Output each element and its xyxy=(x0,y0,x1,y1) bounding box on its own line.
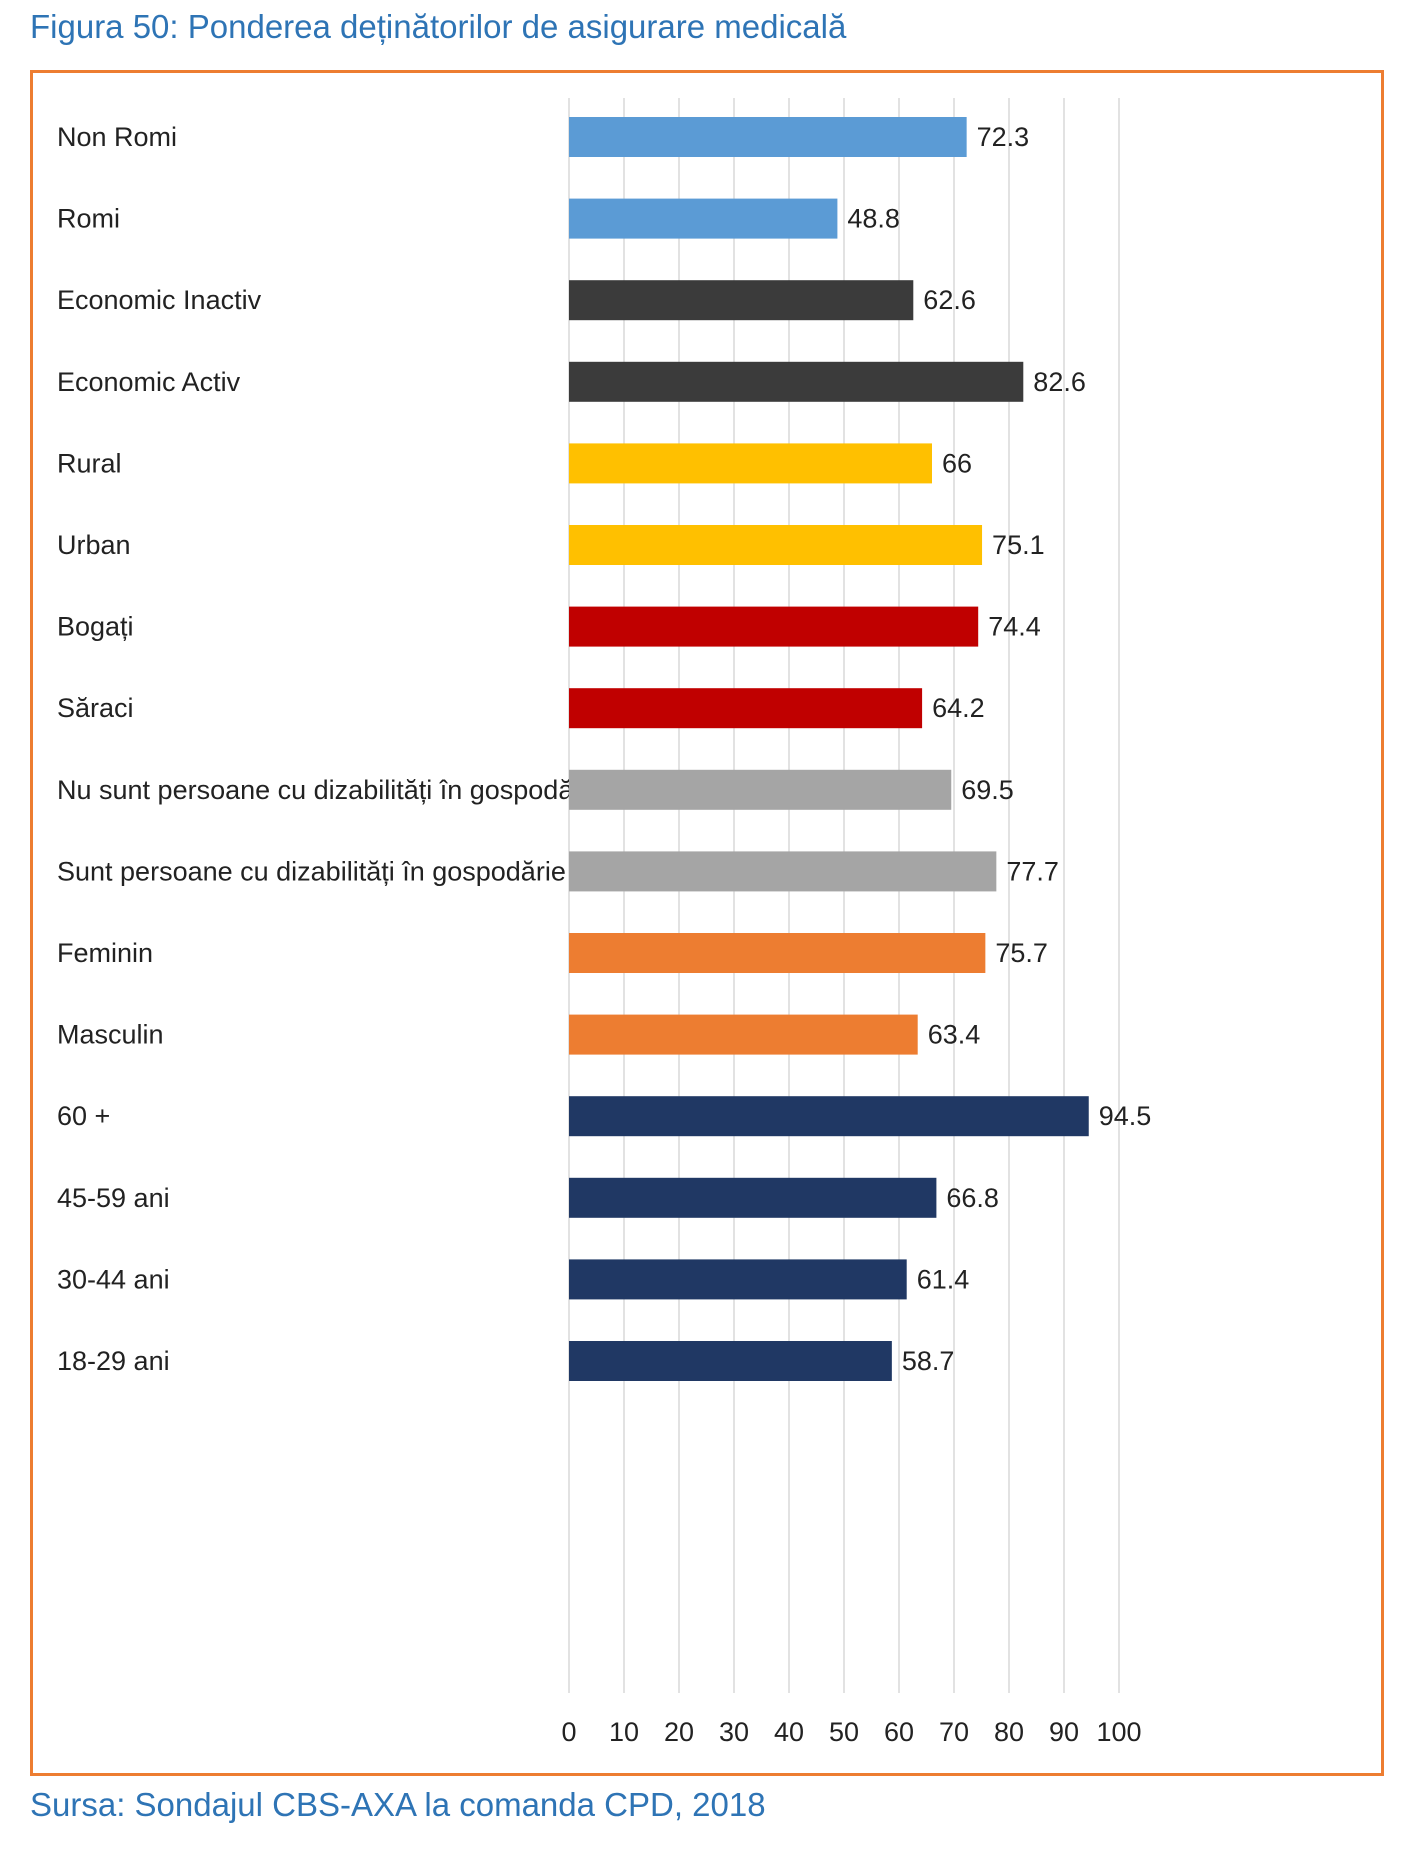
value-label: 72.3 xyxy=(977,122,1030,152)
category-label: 60 + xyxy=(57,1101,110,1131)
category-label: 18-29 ani xyxy=(57,1346,170,1376)
x-tick-label: 20 xyxy=(664,1717,694,1747)
source-note: Sursa: Sondajul CBS-AXA la comanda CPD, … xyxy=(30,1786,766,1823)
value-label: 94.5 xyxy=(1099,1101,1152,1131)
value-label: 74.4 xyxy=(988,612,1041,642)
bar-chart: Non Romi Romi Economic Inactiv Economic Act… xyxy=(57,98,1151,1747)
category-label: Nu sunt persoane cu dizabilități în gosp… xyxy=(57,775,603,805)
x-tick-label: 40 xyxy=(774,1717,804,1747)
bar xyxy=(569,1177,937,1218)
x-tick-label: 70 xyxy=(939,1717,969,1747)
category-label: Bogați xyxy=(57,612,134,642)
value-label: 66 xyxy=(942,448,972,478)
value-label: 75.1 xyxy=(992,530,1045,560)
bar xyxy=(569,443,932,484)
category-label: Non Romi xyxy=(57,122,177,152)
value-label: 62.6 xyxy=(923,285,976,315)
x-tick-label: 90 xyxy=(1049,1717,1079,1747)
bar xyxy=(569,1096,1089,1137)
value-label: 61.4 xyxy=(917,1264,970,1294)
value-label: 63.4 xyxy=(928,1020,981,1050)
bar xyxy=(569,361,1024,402)
gridlines xyxy=(568,98,1120,1693)
category-label: Romi xyxy=(57,204,120,234)
value-label: 77.7 xyxy=(1006,856,1059,886)
bar xyxy=(569,280,914,321)
category-label: Feminin xyxy=(57,938,153,968)
category-label: Economic Activ xyxy=(57,367,241,397)
category-label: 30-44 ani xyxy=(57,1264,170,1294)
category-label: Economic Inactiv xyxy=(57,285,262,315)
value-labels: 72.3 48.8 62.6 82.6 66 75.1 74.4 64.2 69.5 77.7 75… xyxy=(847,122,1151,1376)
bar xyxy=(569,851,997,892)
category-label: 45-59 ani xyxy=(57,1183,170,1213)
x-tick-label: 50 xyxy=(829,1717,859,1747)
value-label: 48.8 xyxy=(847,204,900,234)
bar xyxy=(569,198,838,239)
bar xyxy=(569,1341,892,1381)
value-label: 75.7 xyxy=(995,938,1048,968)
value-label: 64.2 xyxy=(932,693,985,723)
category-label: Rural xyxy=(57,448,122,478)
bar xyxy=(569,933,986,973)
value-label: 66.8 xyxy=(946,1183,999,1213)
bar xyxy=(569,606,979,647)
chart-frame: Non Romi Romi Economic Inactiv Economic Act… xyxy=(30,70,1384,1776)
value-label: 82.6 xyxy=(1033,367,1086,397)
value-label: 69.5 xyxy=(961,775,1014,805)
x-axis-ticks: 0 10 20 30 40 50 60 70 80 90 100 xyxy=(561,1717,1141,1747)
x-tick-label: 60 xyxy=(884,1717,914,1747)
category-label: Urban xyxy=(57,530,131,560)
x-tick-label: 100 xyxy=(1096,1717,1141,1747)
bar xyxy=(569,1014,918,1055)
category-label: Sunt persoane cu dizabilități în gospodă… xyxy=(57,856,566,886)
bar xyxy=(569,688,923,729)
bar xyxy=(569,1259,907,1300)
x-tick-label: 10 xyxy=(609,1717,639,1747)
bar xyxy=(569,769,952,810)
bar xyxy=(569,117,967,157)
category-label: Masculin xyxy=(57,1020,164,1050)
x-tick-label: 80 xyxy=(994,1717,1024,1747)
figure-title: Figura 50: Ponderea deținătorilor de asi… xyxy=(30,8,847,45)
value-label: 58.7 xyxy=(902,1346,955,1376)
x-tick-label: 30 xyxy=(719,1717,749,1747)
category-label: Săraci xyxy=(57,693,134,723)
x-tick-label: 0 xyxy=(561,1717,576,1747)
bars xyxy=(569,117,1089,1381)
category-labels: Non Romi Romi Economic Inactiv Economic Act… xyxy=(57,122,603,1376)
bar xyxy=(569,525,983,565)
